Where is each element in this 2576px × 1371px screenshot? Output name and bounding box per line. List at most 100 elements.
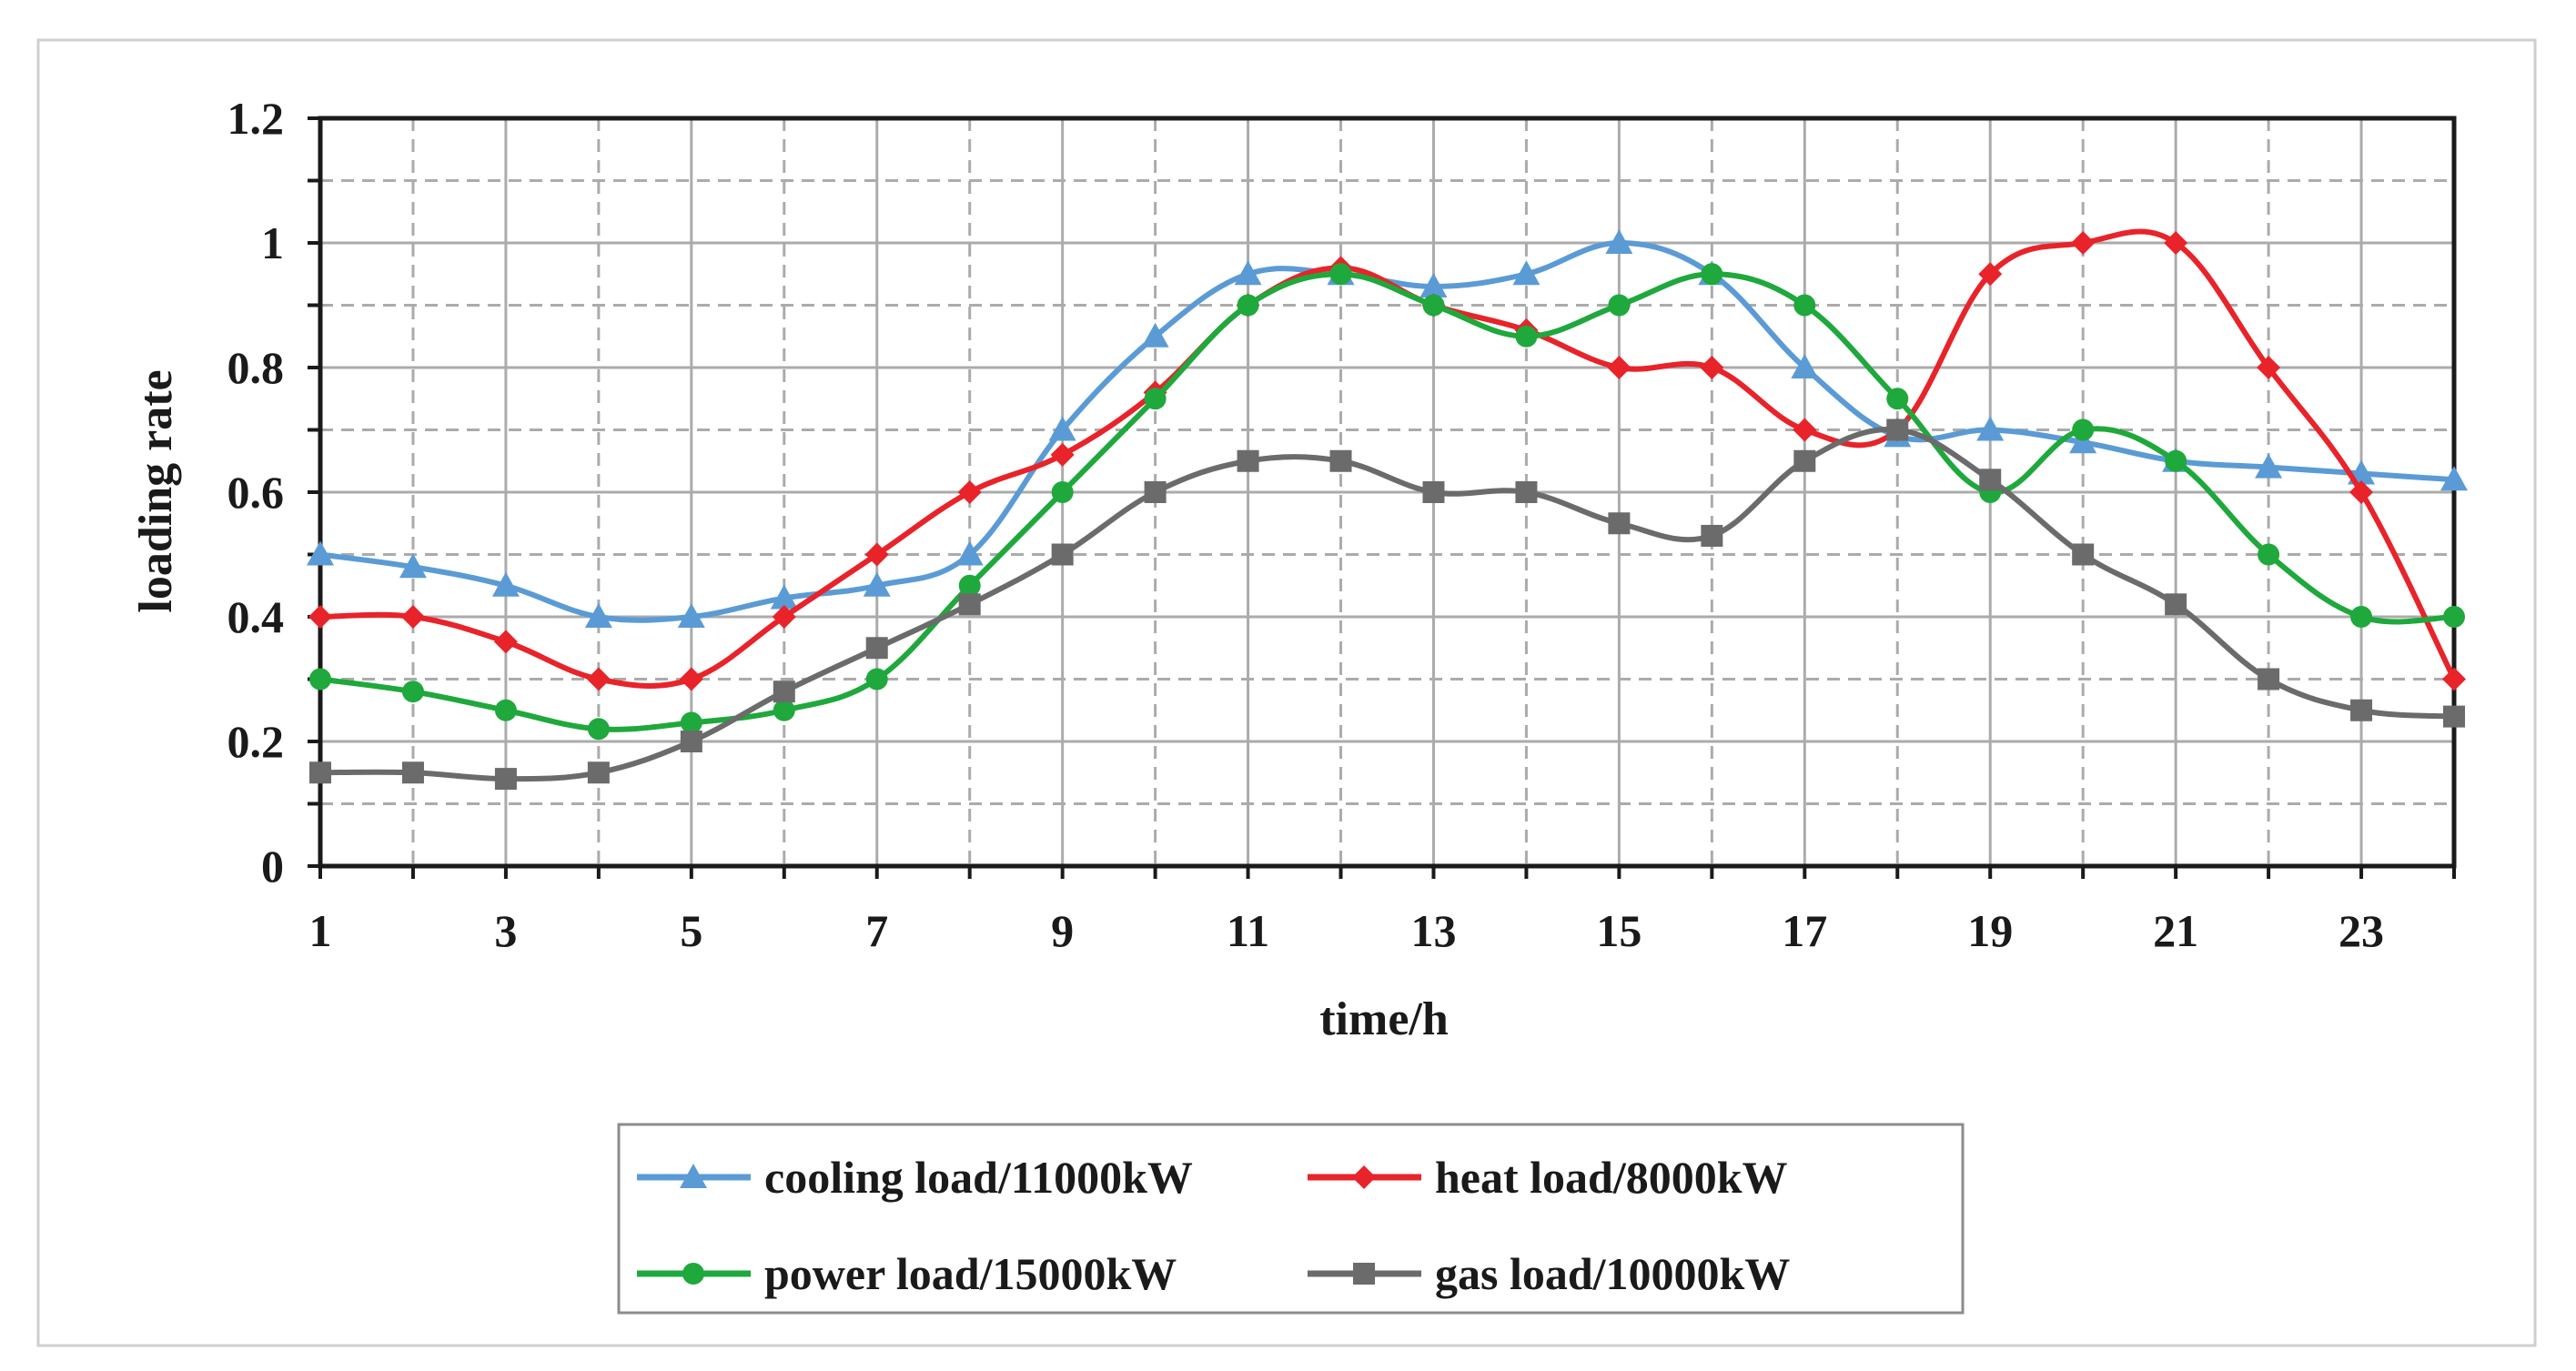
- data-point: [1886, 388, 1909, 410]
- data-point: [1237, 449, 1259, 472]
- data-point: [773, 699, 795, 721]
- data-point: [1329, 449, 1352, 472]
- data-point: [399, 553, 427, 579]
- data-point: [2443, 705, 2465, 728]
- x-tick-label: 1: [309, 905, 332, 956]
- series-layer: [307, 228, 2468, 791]
- data-point: [2258, 543, 2280, 566]
- data-point: [491, 571, 520, 597]
- data-point: [2071, 231, 2096, 255]
- data-point: [2072, 418, 2095, 441]
- data-point: [2349, 480, 2374, 504]
- data-point: [1051, 543, 1074, 566]
- data-point: [865, 668, 888, 691]
- data-point: [401, 761, 424, 784]
- data-point: [401, 680, 424, 703]
- data-point: [2069, 428, 2097, 454]
- data-point: [2257, 356, 2281, 379]
- data-point: [2258, 668, 2280, 691]
- legend-item-power-load: power load/15000kW: [637, 1248, 1177, 1299]
- data-point: [677, 603, 705, 628]
- data-point: [958, 574, 981, 597]
- data-point: [587, 718, 610, 741]
- legend-item-gas-load: gas load/10000kW: [1308, 1248, 1790, 1299]
- data-point: [1700, 356, 1724, 379]
- x-tick-label: 21: [2153, 905, 2198, 956]
- data-point: [2443, 606, 2465, 628]
- data-point: [1515, 481, 1538, 503]
- data-point: [307, 540, 334, 566]
- legend-label: power load/15000kW: [764, 1248, 1177, 1299]
- y-tick-label: 0.2: [227, 716, 285, 767]
- data-point: [1234, 260, 1262, 286]
- data-point: [1886, 418, 1909, 441]
- y-tick-label: 0.8: [227, 342, 285, 393]
- data-point: [400, 605, 425, 629]
- data-point: [2165, 593, 2187, 616]
- legend-swatch-marker: [680, 1164, 707, 1188]
- data-point: [864, 542, 889, 567]
- data-point: [309, 668, 331, 691]
- x-tick-label: 23: [2339, 905, 2384, 956]
- legend-swatch-marker: [1352, 1165, 1376, 1189]
- legend-box: [617, 1123, 1965, 1315]
- data-point: [1793, 418, 1817, 442]
- data-point: [1422, 481, 1445, 503]
- data-point: [2164, 231, 2188, 255]
- data-point: [493, 630, 518, 654]
- data-point: [1793, 294, 1816, 317]
- y-axis-label: loading rate: [130, 369, 182, 612]
- data-point: [773, 680, 795, 703]
- data-point: [1144, 388, 1167, 410]
- data-point: [1237, 294, 1259, 317]
- data-point: [1701, 263, 1723, 286]
- data-point: [680, 731, 702, 752]
- data-point: [863, 571, 891, 597]
- data-point: [1515, 325, 1538, 348]
- data-point: [865, 637, 888, 660]
- series-gas-load: [309, 418, 2465, 791]
- x-tick-label: 7: [865, 905, 888, 956]
- data-point: [1144, 481, 1167, 503]
- legend-item-heat-load: heat load/8000kW: [1308, 1152, 1788, 1203]
- series-power-load: [309, 263, 2465, 741]
- y-tick-label: 0.4: [227, 591, 285, 642]
- x-axis-label: time/h: [1319, 993, 1449, 1045]
- data-point: [494, 699, 517, 721]
- data-point: [1701, 524, 1723, 547]
- data-point: [1048, 416, 1076, 441]
- data-point: [2442, 667, 2466, 691]
- data-point: [1979, 469, 2002, 491]
- legend: cooling load/11000kW heat load/8000kW powe…: [617, 1123, 1965, 1315]
- data-point: [955, 540, 984, 566]
- data-point: [2350, 606, 2373, 628]
- data-point: [680, 711, 702, 734]
- legend-swatch-marker: [1353, 1263, 1375, 1285]
- data-point: [586, 667, 611, 691]
- data-point: [770, 584, 798, 610]
- data-point: [2165, 449, 2187, 472]
- y-tick-label: 1.2: [227, 93, 285, 144]
- data-point: [1050, 442, 1075, 467]
- y-tick-label: 0: [261, 841, 284, 892]
- data-point: [308, 605, 332, 629]
- data-point: [587, 761, 610, 784]
- x-tick-label: 9: [1051, 905, 1074, 956]
- data-point: [772, 605, 796, 629]
- data-point: [1051, 481, 1074, 503]
- data-point: [1791, 354, 1819, 378]
- data-point: [2255, 453, 2283, 479]
- legend-swatch-marker: [682, 1263, 704, 1285]
- data-point: [1512, 260, 1541, 286]
- legend-label: heat load/8000kW: [1435, 1152, 1788, 1203]
- legend-label: cooling load/11000kW: [764, 1152, 1193, 1203]
- y-tick-label: 0.6: [227, 467, 285, 518]
- x-tick-label: 3: [494, 905, 517, 956]
- data-point: [1419, 272, 1448, 297]
- axes: [308, 116, 2457, 879]
- tick-labels: 00.20.40.60.811.21 3 5 7 9 11 13 15 17 19 21 23: [227, 93, 2385, 956]
- data-point: [2072, 543, 2095, 566]
- x-tick-label: 5: [680, 905, 702, 956]
- legend-label: gas load/10000kW: [1435, 1248, 1790, 1299]
